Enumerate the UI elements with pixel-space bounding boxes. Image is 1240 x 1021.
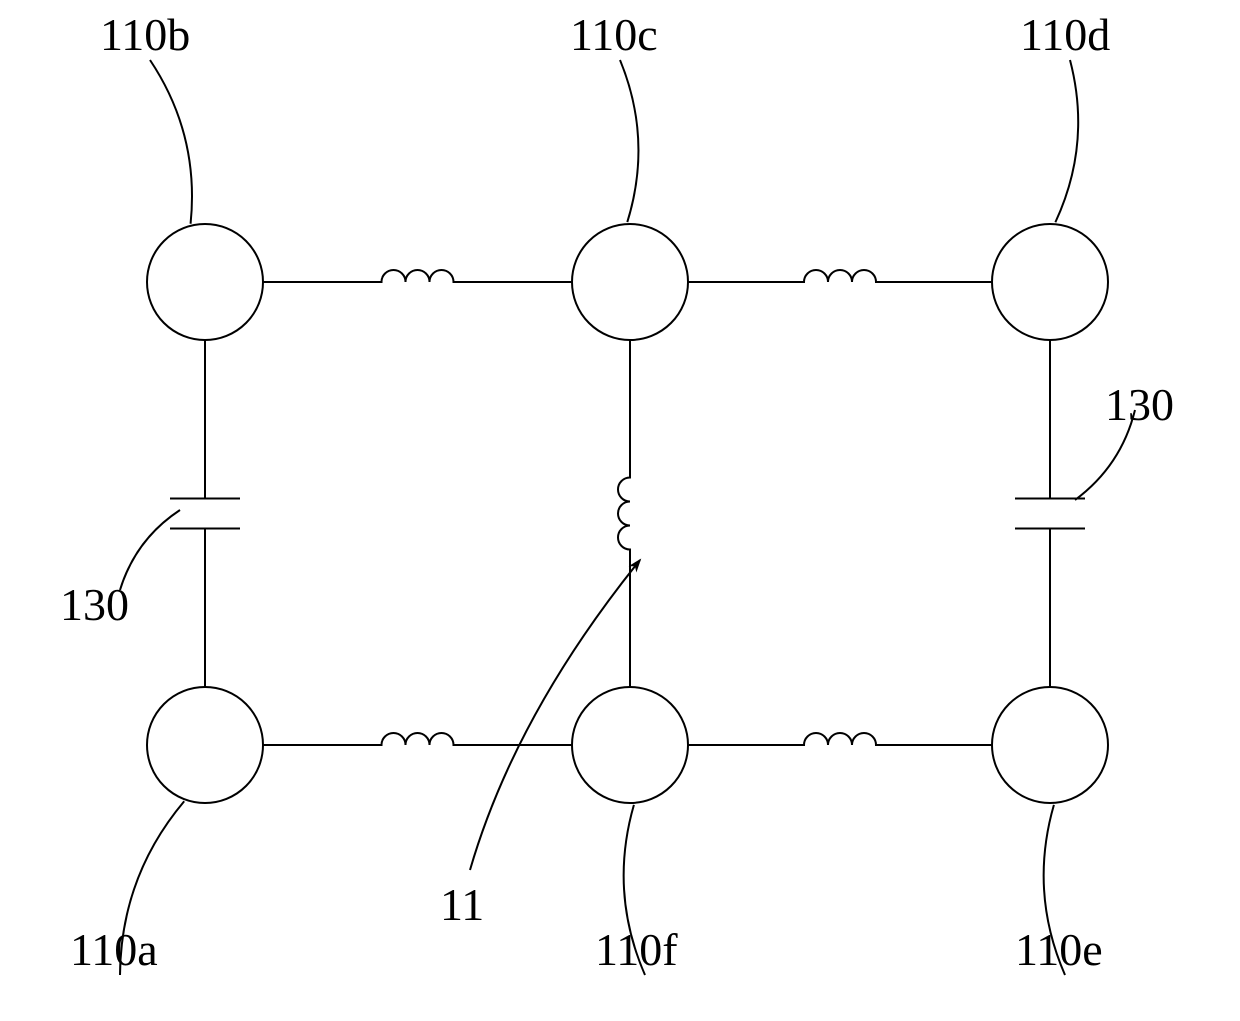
leader-n_c bbox=[620, 60, 638, 222]
label-n_e: 110e bbox=[1015, 924, 1103, 975]
node-n_c bbox=[572, 224, 688, 340]
label-n_a: 110a bbox=[70, 924, 158, 975]
label-n_b: 110b bbox=[100, 9, 190, 60]
label-130-left: 130 bbox=[60, 579, 129, 630]
inductor bbox=[205, 270, 630, 282]
inductor bbox=[205, 733, 630, 745]
leader-n_d bbox=[1055, 60, 1078, 222]
leader-n_b bbox=[150, 60, 192, 224]
label-11: 11 bbox=[440, 879, 484, 930]
circuit-diagram: 110b 110c 110d 110a 110f 110e 130 130 11 bbox=[0, 0, 1240, 1021]
node-n_d bbox=[992, 224, 1108, 340]
node-n_f bbox=[572, 687, 688, 803]
inductor bbox=[618, 282, 630, 745]
inductor bbox=[630, 270, 1050, 282]
label-n_c: 110c bbox=[570, 9, 658, 60]
inductor bbox=[630, 733, 1050, 745]
leader-130-left bbox=[120, 510, 180, 590]
node-n_e bbox=[992, 687, 1108, 803]
label-130-right: 130 bbox=[1105, 379, 1174, 430]
node-n_a bbox=[147, 687, 263, 803]
node-n_b bbox=[147, 224, 263, 340]
label-n_f: 110f bbox=[595, 924, 678, 975]
label-n_d: 110d bbox=[1020, 9, 1110, 60]
